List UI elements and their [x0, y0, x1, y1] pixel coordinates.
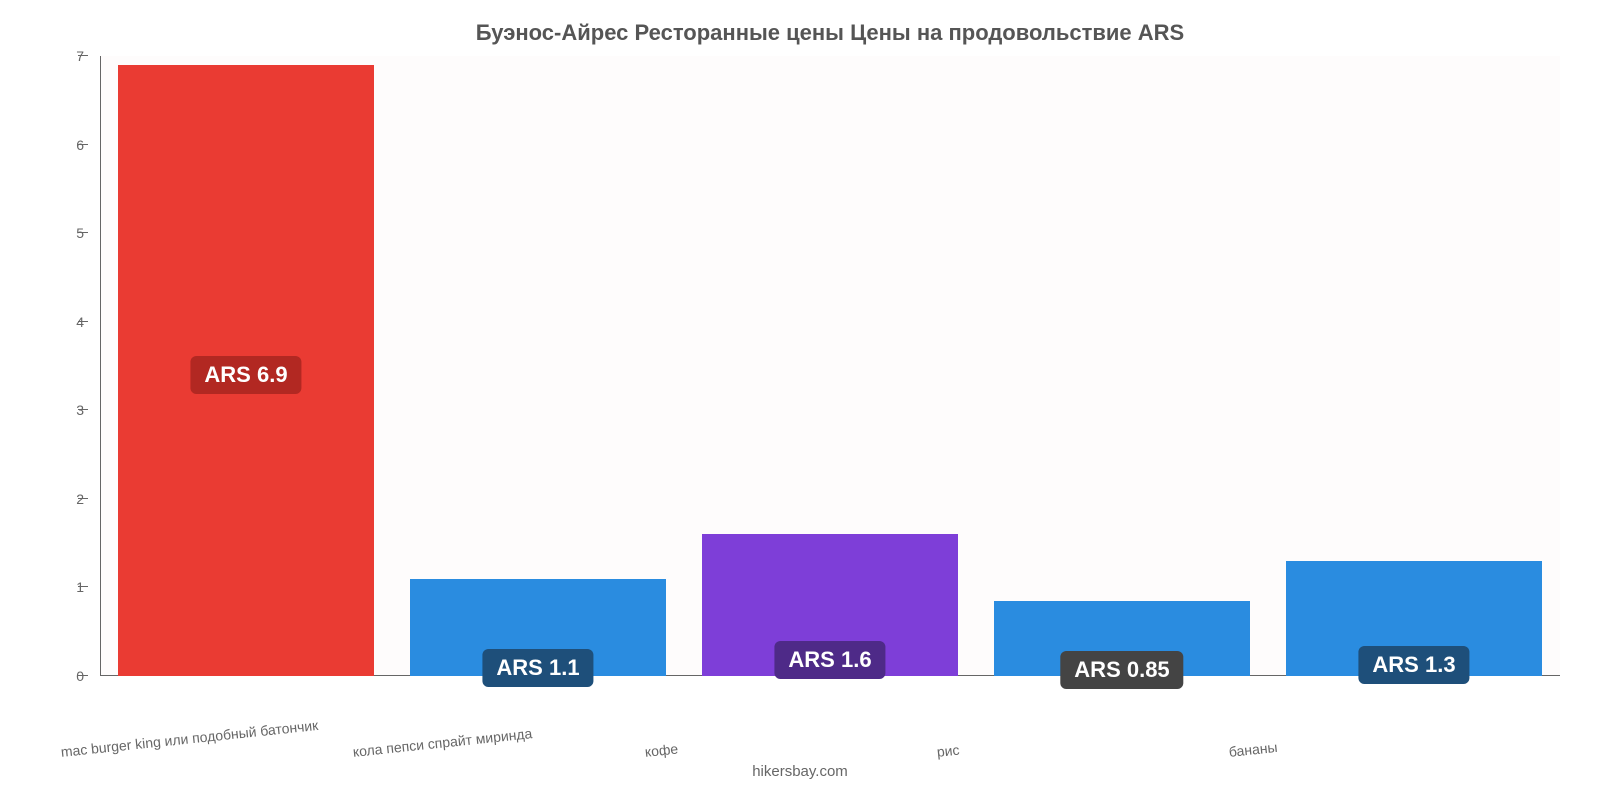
bar-value-label: ARS 1.3: [1358, 646, 1469, 684]
y-tick-label: 1: [40, 579, 84, 595]
x-axis-label: кофе: [644, 741, 679, 760]
plot-area: 01234567 ARS 6.9ARS 1.1ARS 1.6ARS 0.85AR…: [100, 56, 1560, 676]
y-tick-label: 0: [40, 668, 84, 684]
y-tick-label: 5: [40, 225, 84, 241]
bar: ARS 0.85: [994, 601, 1251, 676]
x-axis-label: бананы: [1228, 739, 1278, 760]
bar: ARS 1.1: [410, 579, 667, 676]
x-axis-label: mac burger king или подобный батончик: [60, 717, 319, 760]
y-tick-mark: [78, 675, 88, 676]
x-axis-label: кола пепси спрайт миринда: [352, 725, 533, 760]
bar-slot: ARS 1.6: [684, 56, 976, 676]
bar: ARS 1.6: [702, 534, 959, 676]
bar: ARS 1.3: [1286, 561, 1543, 676]
y-tick-mark: [78, 586, 88, 587]
bar-value-label: ARS 6.9: [190, 356, 301, 394]
y-tick-label: 6: [40, 137, 84, 153]
y-tick-mark: [78, 498, 88, 499]
source-label: hikersbay.com: [0, 763, 1600, 780]
bars-container: ARS 6.9 ARS 1.1 ARS 1.6 ARS 0.85 ARS 1.3: [100, 56, 1560, 676]
y-tick-label: 3: [40, 402, 84, 418]
y-tick-mark: [78, 55, 88, 56]
y-tick-label: 4: [40, 314, 84, 330]
price-bar-chart: Буэнос-Айрес Ресторанные цены Цены на пр…: [0, 0, 1600, 800]
bar-slot: ARS 1.1: [392, 56, 684, 676]
y-tick-mark: [78, 144, 88, 145]
y-tick-mark: [78, 409, 88, 410]
bar: ARS 6.9: [118, 65, 375, 676]
bar-slot: ARS 6.9: [100, 56, 392, 676]
bar-value-label: ARS 0.85: [1060, 651, 1183, 689]
y-tick-mark: [78, 321, 88, 322]
y-tick-label: 7: [40, 48, 84, 64]
bar-slot: ARS 0.85: [976, 56, 1268, 676]
bar-slot: ARS 1.3: [1268, 56, 1560, 676]
bar-value-label: ARS 1.6: [774, 641, 885, 679]
y-tick-label: 2: [40, 491, 84, 507]
y-tick-mark: [78, 232, 88, 233]
chart-title: Буэнос-Айрес Ресторанные цены Цены на пр…: [100, 20, 1560, 46]
bar-value-label: ARS 1.1: [482, 649, 593, 687]
x-axis-label: рис: [936, 742, 960, 760]
